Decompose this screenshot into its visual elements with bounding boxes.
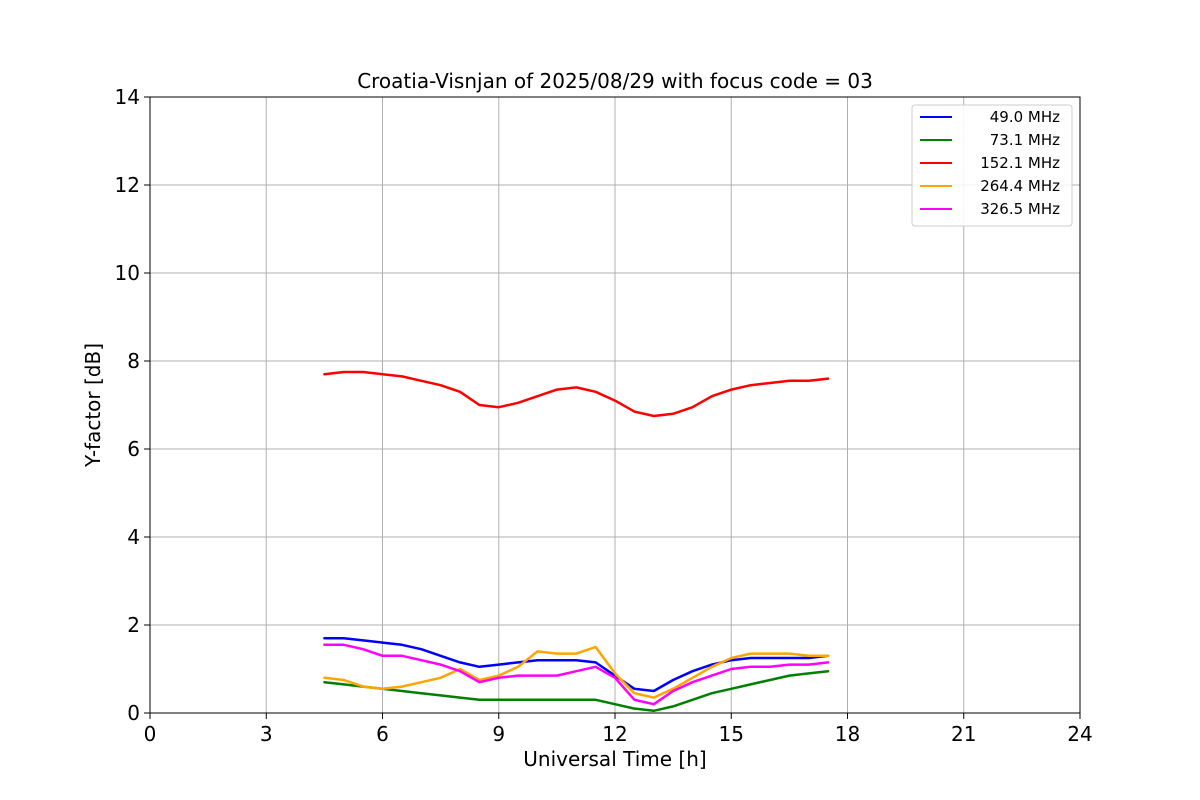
x-tick-label: 24 <box>1067 722 1092 746</box>
y-tick-label: 10 <box>115 261 140 285</box>
series-layer <box>323 370 830 713</box>
x-tick-label: 0 <box>144 722 157 746</box>
x-tick-label: 3 <box>260 722 273 746</box>
x-axis-label: Universal Time [h] <box>523 747 706 771</box>
y-tick-label: 14 <box>115 85 140 109</box>
legend-label: 152.1 MHz <box>980 154 1060 172</box>
y-tick-label: 2 <box>127 613 140 637</box>
x-tick-label: 6 <box>376 722 389 746</box>
y-tick-label: 6 <box>127 437 140 461</box>
x-tick-label: 21 <box>951 722 976 746</box>
legend-label: 264.4 MHz <box>980 177 1060 195</box>
legend-label: 326.5 MHz <box>980 200 1060 218</box>
legend-label: 73.1 MHz <box>990 131 1060 149</box>
chart-title: Croatia-Visnjan of 2025/08/29 with focus… <box>357 69 873 93</box>
x-tick-label: 18 <box>835 722 860 746</box>
series-line-3 <box>323 370 830 418</box>
series-line-1 <box>323 636 830 693</box>
grid-layer <box>150 97 1080 713</box>
y-tick-label: 8 <box>127 349 140 373</box>
y-tick-label: 12 <box>115 173 140 197</box>
x-tick-label: 12 <box>602 722 627 746</box>
series-line-2 <box>323 669 830 713</box>
x-tick-label: 9 <box>492 722 505 746</box>
y-tick-label: 4 <box>127 525 140 549</box>
legend-label: 49.0 MHz <box>990 108 1060 126</box>
series-line-4 <box>323 645 830 699</box>
legend: 49.0 MHz 73.1 MHz 152.1 MHz 264.4 MHz 326.5 … <box>911 104 1073 227</box>
series-line-5 <box>323 643 830 706</box>
legend-box <box>911 104 1073 227</box>
y-tick-label: 0 <box>127 701 140 725</box>
y-axis-label: Y-factor [dB] <box>81 343 105 468</box>
x-tick-label: 15 <box>719 722 744 746</box>
